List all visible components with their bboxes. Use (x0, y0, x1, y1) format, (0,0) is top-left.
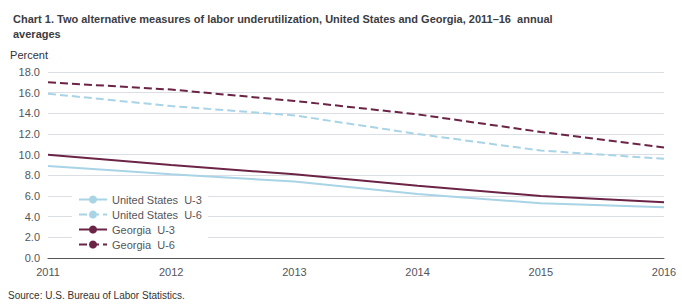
svg-text:0.0: 0.0 (25, 252, 40, 264)
svg-text:Georgia U-6: Georgia U-6 (112, 239, 175, 251)
svg-text:2.0: 2.0 (25, 231, 40, 243)
svg-text:2013: 2013 (282, 266, 306, 278)
svg-text:16.0: 16.0 (19, 87, 40, 99)
svg-text:2011: 2011 (36, 266, 60, 278)
svg-text:14.0: 14.0 (19, 107, 40, 119)
svg-text:averages: averages (13, 28, 61, 40)
svg-text:United States U-6: United States U-6 (112, 209, 202, 221)
svg-text:2016: 2016 (652, 266, 676, 278)
svg-text:10.0: 10.0 (19, 149, 40, 161)
svg-text:Georgia U-3: Georgia U-3 (112, 224, 175, 236)
svg-text:United States U-3: United States U-3 (112, 194, 202, 206)
svg-text:2014: 2014 (405, 266, 429, 278)
svg-text:Source: U.S. Bureau of Labor S: Source: U.S. Bureau of Labor Statistics. (8, 290, 185, 301)
svg-text:18.0: 18.0 (19, 66, 40, 78)
svg-text:8.0: 8.0 (25, 169, 40, 181)
svg-text:6.0: 6.0 (25, 190, 40, 202)
svg-text:Chart 1. Two alternative measu: Chart 1. Two alternative measures of lab… (13, 13, 553, 25)
svg-text:12.0: 12.0 (19, 128, 40, 140)
svg-text:2015: 2015 (529, 266, 553, 278)
svg-text:Percent: Percent (10, 49, 48, 61)
svg-text:2012: 2012 (159, 266, 183, 278)
svg-text:4.0: 4.0 (25, 211, 40, 223)
